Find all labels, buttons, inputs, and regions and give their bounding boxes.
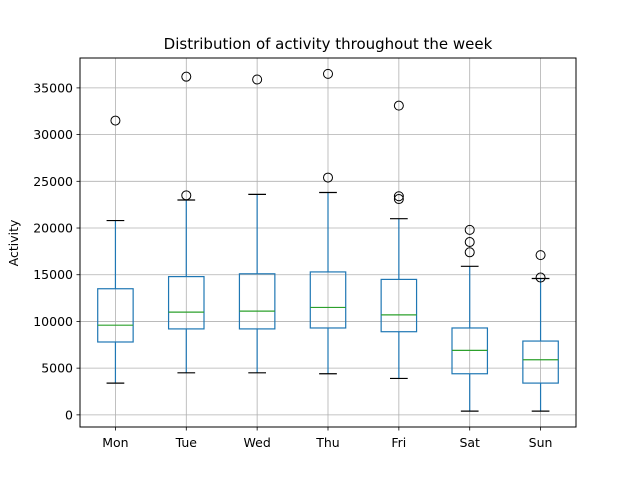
outlier-Tue-0 — [181, 190, 192, 201]
outlier-Wed-0 — [252, 74, 263, 85]
outlier-Sat-0 — [464, 247, 475, 258]
outlier-Mon-0 — [110, 115, 121, 126]
outlier-Thu-1 — [323, 68, 333, 79]
x-tick-label-Fri: Fri — [391, 435, 406, 450]
y-tick-label-20000: 20000 — [33, 221, 73, 236]
x-tick-label-Sat: Sat — [459, 435, 480, 450]
chart-title: Distribution of activity throughout the … — [164, 35, 493, 53]
box-Tue — [167, 275, 205, 330]
y-tick-label-0: 0 — [65, 407, 73, 422]
box-Fri — [380, 278, 418, 333]
x-tick-label-Sun: Sun — [529, 435, 553, 450]
outlier-Fri-1 — [393, 191, 404, 202]
plot-frame — [79, 57, 577, 428]
outlier-Fri-2 — [393, 100, 404, 111]
x-tick-label-Mon: Mon — [102, 435, 128, 450]
y-tick-label-5000: 5000 — [41, 361, 73, 376]
box-Thu — [309, 271, 347, 329]
x-tick-label-Tue: Tue — [175, 435, 198, 450]
box-group-Sun — [522, 250, 559, 412]
y-tick-label-15000: 15000 — [33, 267, 73, 282]
box-group-Sat — [451, 224, 489, 412]
box-group-Mon — [97, 115, 134, 384]
outlier-Fri-0 — [393, 194, 404, 205]
box-group-Fri — [380, 100, 418, 380]
outlier-Sun-1 — [535, 250, 546, 261]
outlier-Sat-2 — [464, 224, 475, 235]
x-tick-label-Wed: Wed — [244, 435, 271, 450]
outlier-Tue-1 — [181, 71, 192, 82]
outlier-Thu-0 — [323, 172, 333, 183]
y-tick-label-30000: 30000 — [33, 127, 73, 142]
y-tick-label-10000: 10000 — [33, 314, 73, 329]
axis-layer: 0 5000 10000 15000 20000 25000 30000 35000 Mon Tu… — [33, 80, 552, 450]
y-tick-label-35000: 35000 — [33, 80, 73, 95]
box-layer — [97, 68, 559, 412]
outlier-Sat-1 — [464, 237, 475, 248]
box-Wed — [238, 273, 276, 330]
box-group-Wed — [238, 74, 276, 374]
box-group-Tue — [167, 71, 205, 374]
outlier-Sun-0 — [535, 272, 546, 283]
y-tick-label-25000: 25000 — [33, 174, 73, 189]
box-group-Thu — [309, 68, 347, 375]
box-Mon — [97, 288, 134, 343]
box-Sun — [522, 340, 559, 384]
y-axis-label: Activity — [6, 219, 21, 266]
x-tick-label-Thu: Thu — [315, 435, 339, 450]
